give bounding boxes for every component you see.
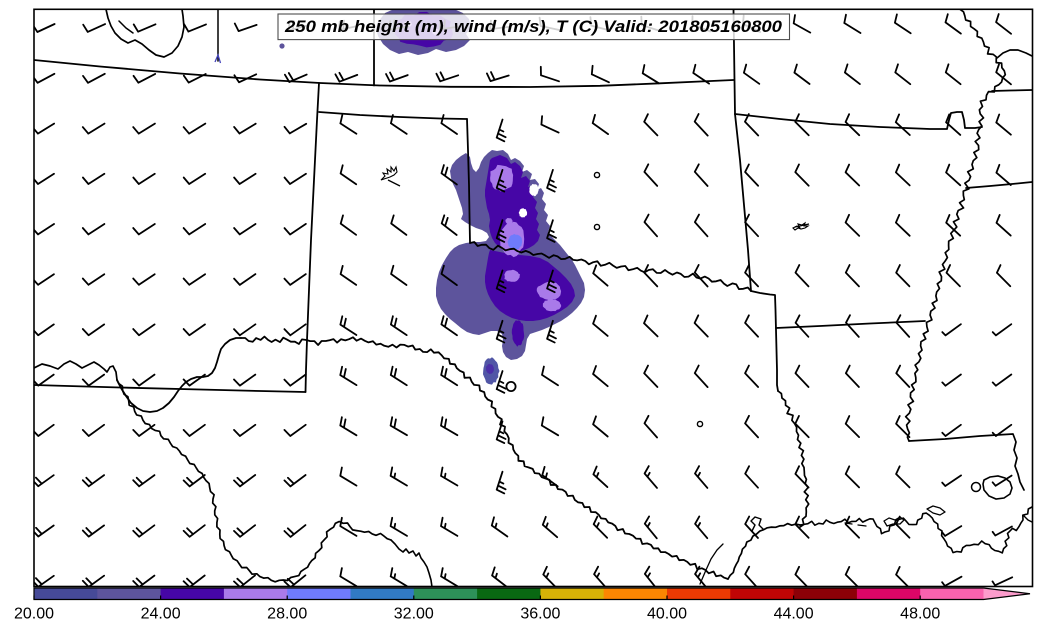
svg-text:24.00: 24.00 xyxy=(141,606,181,623)
svg-text:36.00: 36.00 xyxy=(520,606,560,623)
svg-text:32.00: 32.00 xyxy=(394,606,434,623)
svg-text:250 mb height (m), wind (m/s),: 250 mb height (m), wind (m/s), T (C) Val… xyxy=(284,18,782,36)
svg-text:20.00: 20.00 xyxy=(14,606,54,623)
svg-text:48.00: 48.00 xyxy=(900,606,940,623)
svg-text:28.00: 28.00 xyxy=(267,606,307,623)
svg-text:40.00: 40.00 xyxy=(647,606,687,623)
svg-text:44.00: 44.00 xyxy=(774,606,814,623)
